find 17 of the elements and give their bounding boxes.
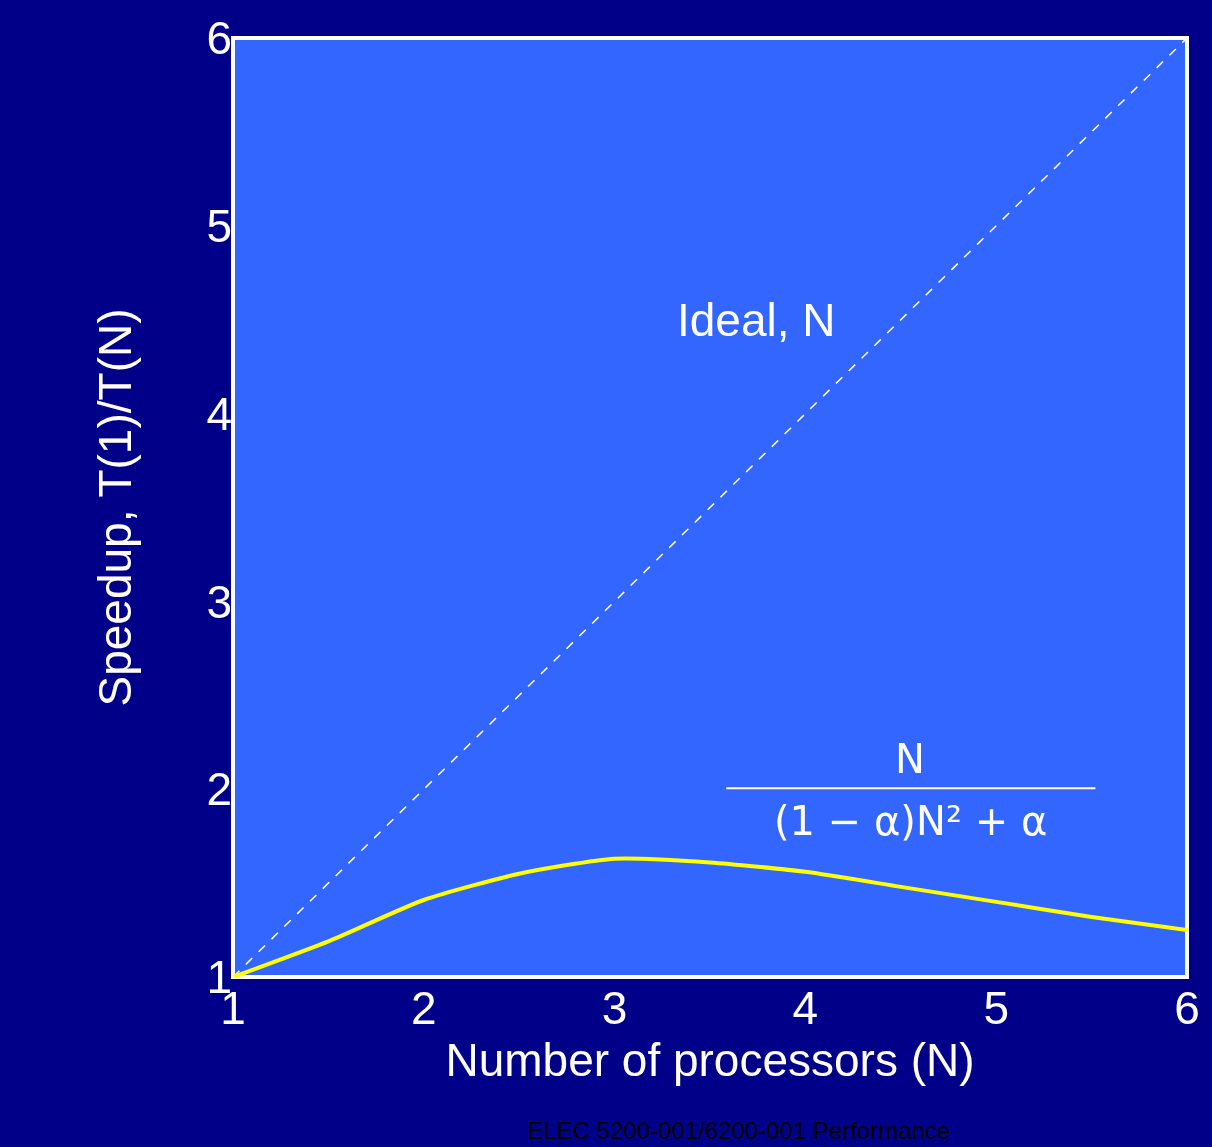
x-tick-label: 3 xyxy=(601,982,628,1034)
text: ELEC 5200-001/6200-001 Performance xyxy=(527,1117,950,1144)
y-tick-label: 2 xyxy=(206,763,232,816)
x-tick-label: 5 xyxy=(983,982,1009,1034)
x-tick-label: 2 xyxy=(411,982,437,1034)
line-series xyxy=(233,856,1187,977)
y-tick-label: 3 xyxy=(206,575,232,628)
annotation: (1 − α)N² + α xyxy=(774,798,1048,844)
x-axis-title: Number of processors (N) xyxy=(445,1034,975,1086)
x-tick-label: 6 xyxy=(1174,982,1200,1034)
y-tick-label: 6 xyxy=(206,12,232,65)
y-tick-label: 4 xyxy=(206,387,232,440)
y-tick-label: 5 xyxy=(206,199,232,252)
x-tick-label: 4 xyxy=(792,982,819,1034)
annotation: Ideal, N xyxy=(677,294,836,346)
annotation: N xyxy=(895,736,925,782)
y-axis-title: Speedup, T(1)/T(N) xyxy=(88,308,141,707)
